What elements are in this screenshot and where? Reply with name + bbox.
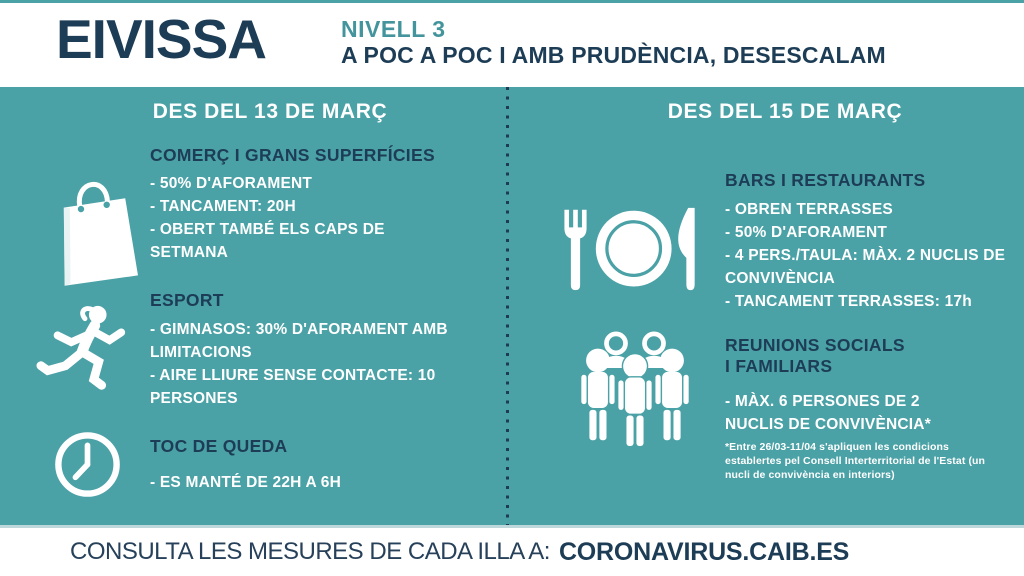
list-item: - TANCAMENT: 20H <box>150 198 296 215</box>
dotted-divider <box>506 87 509 525</box>
main-panel: DES DEL 13 DE MARÇ COMERÇ I GRANS SUPERF… <box>0 87 1024 528</box>
section-items-comerc: - 50% D'AFORAMENT - TANCAMENT: 20H - OBERT… <box>150 172 430 264</box>
section-title-bars: BARS I RESTAURANTS <box>725 170 926 190</box>
section-title-esport: ESPORT <box>150 290 224 310</box>
left-date-heading: DES DEL 13 DE MARÇ <box>152 100 388 123</box>
header-subtitle: A POC A POC I AMB PRUDÈNCIA, DESESCALAM <box>341 42 886 68</box>
section-items-esport: - GIMNASOS: 30% D'AFORAMENT AMB LIMITACI… <box>150 318 450 410</box>
section-title-comerc: COMERÇ I GRANS SUPERFÍCIES <box>150 145 435 165</box>
footer: CONSULTA LES MESURES DE CADA ILLA A: COR… <box>0 528 1024 576</box>
right-date-heading: DES DEL 15 DE MARÇ <box>667 100 903 123</box>
footer-link[interactable]: CORONAVIRUS.CAIB.ES <box>558 537 850 566</box>
section-items-toc-de-queda: - ES MANTÉ DE 22H A 6H <box>150 471 450 494</box>
people-group-icon <box>578 329 692 447</box>
runner-icon <box>36 300 134 402</box>
shopping-bag-icon <box>45 163 145 291</box>
list-item: - 50% D'AFORAMENT <box>150 175 313 192</box>
section-title-toc-de-queda: TOC DE QUEDA <box>150 436 288 456</box>
header: EIVISSA NIVELL 3 A POC A POC I AMB PRUDÈ… <box>0 3 1024 87</box>
section-title-reunions: REUNIONS SOCIALS I FAMILIARS <box>725 335 905 376</box>
list-item: - AIRE LLIURE SENSE CONTACTE: 10 PERSONE… <box>150 367 436 407</box>
list-item: - 50% D'AFORAMENT <box>725 224 888 241</box>
footer-text: CONSULTA LES MESURES DE CADA ILLA A: <box>70 538 550 565</box>
list-item: - 4 PERS./TAULA: MÀX. 2 NUCLIS DE CONVIV… <box>725 247 1006 287</box>
list-item: - MÀX. 6 PERSONES DE 2 NUCLIS DE CONVIVÈ… <box>725 393 931 433</box>
level-badge: NIVELL 3 <box>341 16 446 42</box>
section-items-bars: - OBREN TERRASSES - 50% D'AFORAMENT - 4 PE… <box>725 198 1017 313</box>
top-accent-line <box>0 0 1024 3</box>
restaurant-icon <box>556 195 704 292</box>
footnote: *Entre 26/03-11/04 s'apliquen les condic… <box>725 441 986 481</box>
list-item: - ES MANTÉ DE 22H A 6H <box>150 474 342 491</box>
list-item: - OBERT TAMBÉ ELS CAPS DE SETMANA <box>150 221 385 261</box>
list-item: - GIMNASOS: 30% D'AFORAMENT AMB LIMITACI… <box>150 321 448 361</box>
list-item: - TANCAMENT TERRASSES: 17h <box>725 293 972 310</box>
section-items-reunions: - MÀX. 6 PERSONES DE 2 NUCLIS DE CONVIVÈ… <box>725 390 970 436</box>
page-title: EIVISSA <box>56 8 267 70</box>
clock-icon <box>52 429 123 500</box>
header-subtitle-block: NIVELL 3 A POC A POC I AMB PRUDÈNCIA, DE… <box>341 16 886 69</box>
list-item: - OBREN TERRASSES <box>725 201 893 218</box>
